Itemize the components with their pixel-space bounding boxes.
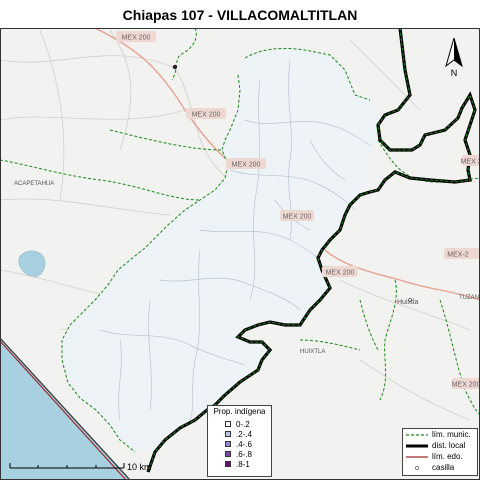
legend-swatch [225, 451, 231, 457]
legend-proportion: Prop. indígena 0-.2 .2-.4 .4-.6 .6-.8 .8… [207, 405, 272, 477]
highway-label: MEX 200 [232, 162, 261, 169]
legend-item: .8-1 [208, 459, 271, 469]
highway-label: MEX 200 [461, 159, 480, 166]
place-label-acapetahua: ACAPETAHUA [14, 181, 54, 187]
highway-label: MEX-2 [447, 252, 469, 259]
legend-item: .4-.6 [208, 439, 271, 449]
scale-bar: 10 km [8, 460, 168, 481]
place-label-huixtla-town: Huixtla [397, 299, 419, 306]
legend-item: .2-.4 [208, 429, 271, 439]
legend-swatch [225, 431, 231, 437]
legend-swatch [225, 441, 231, 447]
place-label-huixtla: HUIXTLA [300, 349, 325, 355]
highway-labels: MEX 200 MEX 200 MEX 200 MEX 200 MEX 200 … [116, 31, 480, 389]
north-label: N [451, 68, 458, 78]
coastline [0, 337, 131, 480]
district-internal-lines [99, 59, 371, 421]
municipal-line-icon [406, 433, 428, 436]
minor-roads [0, 29, 471, 421]
legend-item: casilla [403, 462, 477, 473]
legend-lines: lím. munic. dist. local lím. edo. casill… [402, 428, 478, 476]
legend-item: lím. munic. [403, 429, 477, 440]
highway-label: MEX 200 [192, 112, 221, 119]
highway-label: MEX 200 [122, 35, 151, 42]
map[interactable]: MEX 200 MEX 200 MEX 200 MEX 200 MEX 200 … [0, 28, 480, 480]
town-marker [172, 64, 178, 70]
scale-label: 10 km [127, 462, 152, 472]
lagoon [18, 250, 46, 278]
legend-item: .6-.8 [208, 449, 271, 459]
legend-swatch [225, 421, 231, 427]
highway-label: MEX 200 [326, 270, 355, 277]
state-boundary-coast [0, 340, 127, 480]
highway-label: MEX 200 [283, 214, 312, 221]
legend-proportion-title: Prop. indígena [213, 407, 266, 416]
district-boundary [146, 28, 477, 473]
legend-item: dist. local [403, 440, 477, 451]
legend-item: lím. edo. [403, 451, 477, 462]
district-line-icon [406, 444, 428, 447]
highway-label: MEX 200 [452, 382, 480, 389]
casilla-dot-icon [415, 465, 419, 470]
legend-swatch [225, 461, 231, 467]
north-arrow: N [440, 36, 468, 83]
district-area [62, 48, 380, 452]
map-title: Chiapas 107 - VILLACOMALTITLAN [122, 7, 358, 23]
place-label-tuzantan: TUZAN [459, 295, 479, 301]
casilla-marker [408, 298, 412, 302]
state-line-icon [406, 455, 428, 458]
legend-item: 0-.2 [208, 419, 271, 429]
